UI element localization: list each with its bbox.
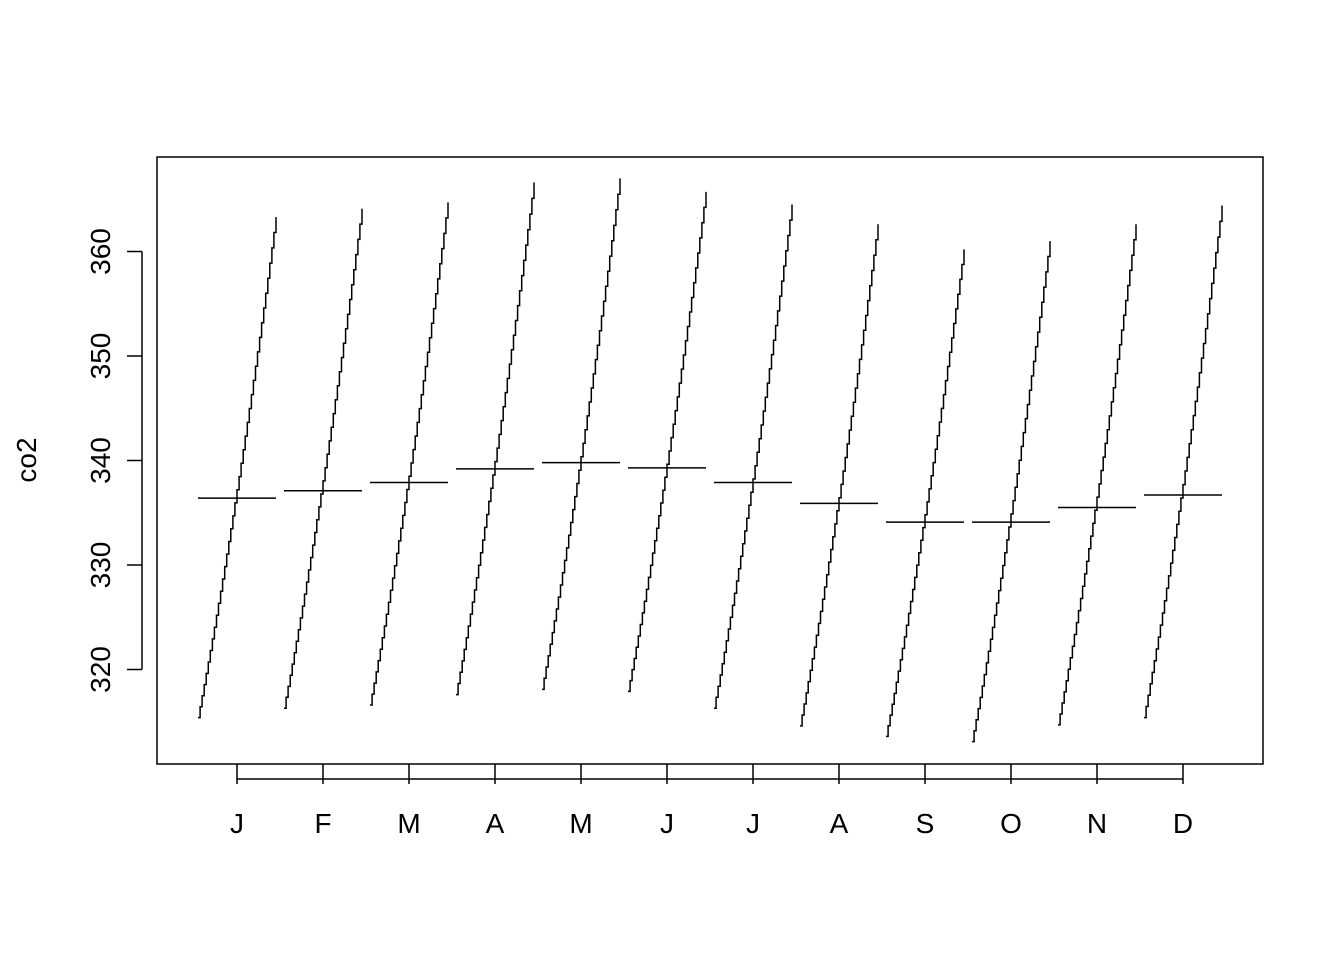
y-tick-label: 360	[85, 228, 116, 275]
month-series-line	[886, 249, 965, 738]
month-series-line	[542, 178, 621, 691]
y-tick-label: 350	[85, 333, 116, 380]
month-series-line	[1144, 205, 1223, 719]
x-tick-label: A	[830, 808, 849, 839]
x-tick-label: O	[1000, 808, 1022, 839]
x-tick-label: D	[1173, 808, 1193, 839]
series-group	[198, 178, 1223, 743]
month-series-line	[370, 202, 449, 706]
month-series-line	[714, 204, 793, 709]
month-series-line	[1058, 224, 1137, 726]
month-series-line	[972, 241, 1051, 743]
month-series-line	[800, 224, 879, 727]
y-tick-label: 320	[85, 646, 116, 693]
month-series-line	[456, 182, 535, 696]
y-axis: 320 330 340 350 360	[85, 228, 143, 693]
month-series-line	[198, 217, 277, 719]
y-axis-label: co2	[11, 437, 42, 482]
x-tick-label: M	[569, 808, 592, 839]
x-tick-label: S	[916, 808, 935, 839]
x-tick-label: J	[230, 808, 244, 839]
x-tick-label: N	[1087, 808, 1107, 839]
x-tick-label: M	[397, 808, 420, 839]
y-tick-label: 330	[85, 542, 116, 589]
month-series-line	[284, 208, 363, 709]
x-tick-label: A	[486, 808, 505, 839]
x-tick-label: J	[746, 808, 760, 839]
plot-box	[156, 156, 1264, 765]
y-tick-label: 340	[85, 437, 116, 484]
x-tick-label: J	[660, 808, 674, 839]
month-series-line	[628, 191, 707, 693]
x-tick-label: F	[314, 808, 331, 839]
